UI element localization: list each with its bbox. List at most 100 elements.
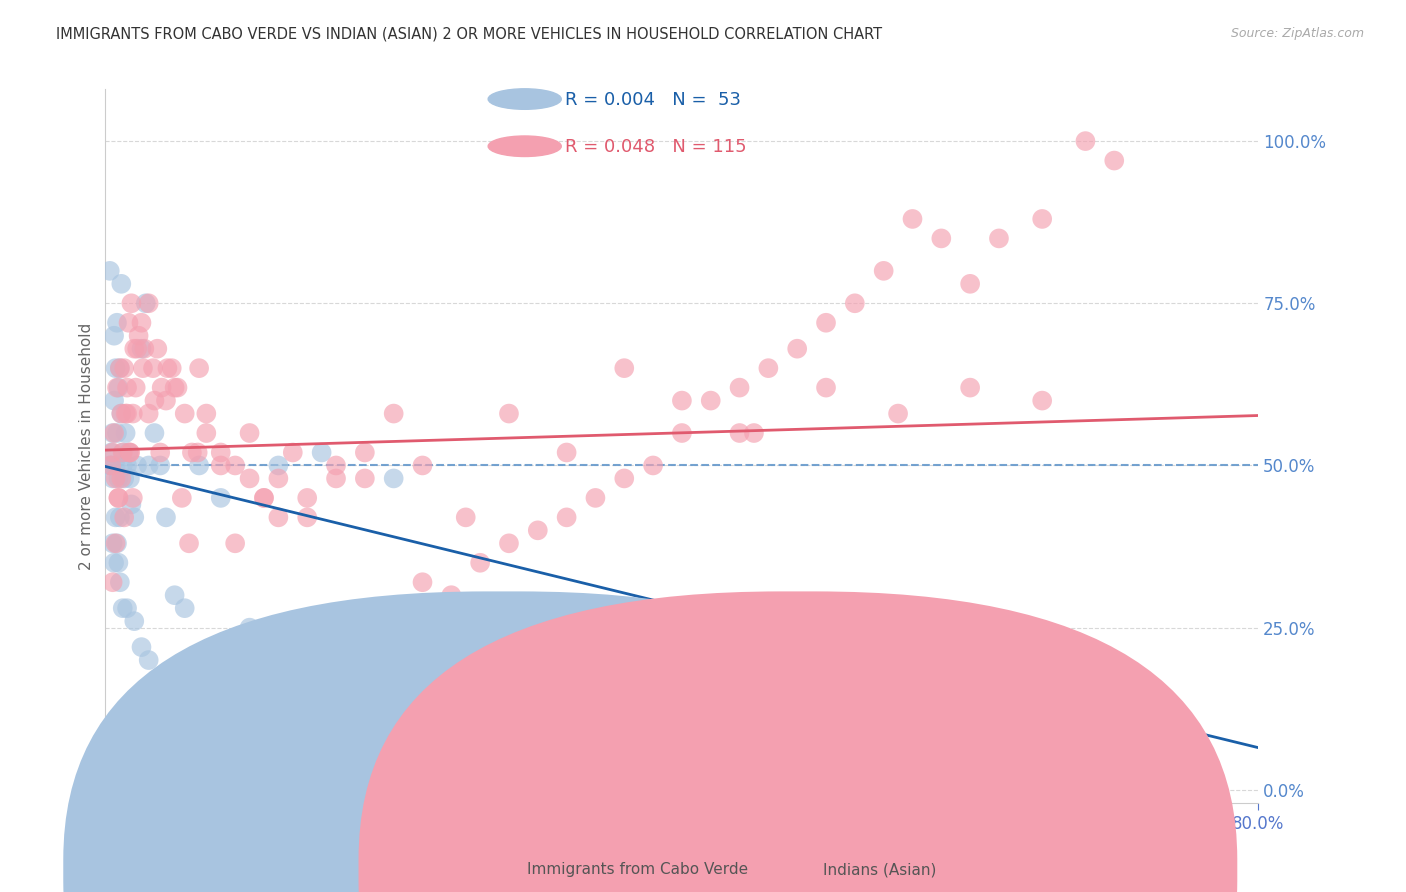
Point — [887, 407, 910, 421]
Point — [555, 510, 578, 524]
Point — [110, 471, 132, 485]
Point — [786, 342, 808, 356]
Point — [98, 458, 121, 473]
Point — [454, 640, 477, 654]
Point — [239, 471, 262, 485]
Point — [155, 393, 177, 408]
Point — [105, 536, 128, 550]
Point — [112, 361, 135, 376]
Point — [959, 277, 981, 291]
Point — [108, 510, 131, 524]
Point — [1031, 393, 1053, 408]
Point — [150, 381, 173, 395]
Point — [100, 458, 122, 473]
Point — [671, 653, 693, 667]
Point — [125, 381, 148, 395]
Point — [131, 316, 153, 330]
Point — [138, 458, 160, 473]
Point — [195, 407, 218, 421]
Point — [155, 510, 177, 524]
Point — [101, 471, 124, 485]
Point — [138, 653, 160, 667]
Point — [527, 524, 550, 538]
Point — [166, 381, 188, 395]
Point — [101, 445, 124, 459]
Point — [382, 471, 405, 485]
Point — [325, 458, 347, 473]
Point — [143, 393, 166, 408]
Point — [132, 361, 155, 376]
Point — [121, 491, 143, 505]
Point — [107, 491, 129, 505]
Point — [959, 718, 981, 732]
Point — [156, 361, 179, 376]
Point — [470, 556, 492, 570]
Point — [114, 425, 136, 440]
Point — [104, 471, 127, 485]
Point — [224, 536, 246, 550]
Point — [103, 556, 125, 570]
Point — [121, 407, 143, 421]
Point — [107, 556, 129, 570]
Point — [108, 361, 131, 376]
Point — [815, 381, 838, 395]
Point — [901, 211, 924, 226]
Point — [104, 510, 127, 524]
Point — [135, 296, 157, 310]
Point — [267, 510, 290, 524]
Point — [111, 445, 134, 459]
Point — [115, 381, 138, 395]
Point — [239, 425, 262, 440]
Point — [143, 425, 166, 440]
Point — [988, 231, 1011, 245]
Point — [107, 471, 129, 485]
Point — [107, 491, 129, 505]
Point — [728, 381, 751, 395]
Point — [224, 458, 246, 473]
Point — [110, 407, 132, 421]
Point — [117, 445, 139, 459]
Point — [613, 685, 636, 699]
Point — [188, 361, 211, 376]
Point — [127, 458, 149, 473]
Point — [108, 361, 131, 376]
Point — [112, 510, 135, 524]
Point — [239, 621, 262, 635]
Point — [98, 264, 121, 278]
Point — [959, 381, 981, 395]
Point — [160, 361, 183, 376]
Point — [815, 731, 838, 745]
Point — [101, 425, 124, 440]
Point — [498, 536, 520, 550]
Point — [281, 445, 304, 459]
Point — [138, 407, 160, 421]
Point — [149, 445, 172, 459]
Point — [253, 491, 276, 505]
Point — [115, 601, 138, 615]
Point — [120, 296, 142, 310]
Point — [209, 445, 232, 459]
Text: Indians (Asian): Indians (Asian) — [823, 863, 936, 877]
Point — [671, 425, 693, 440]
Point — [498, 621, 520, 635]
Point — [112, 471, 135, 485]
Point — [114, 407, 136, 421]
Point — [146, 342, 169, 356]
Point — [131, 342, 153, 356]
Point — [101, 536, 124, 550]
Text: IMMIGRANTS FROM CABO VERDE VS INDIAN (ASIAN) 2 OR MORE VEHICLES IN HOUSEHOLD COR: IMMIGRANTS FROM CABO VERDE VS INDIAN (AS… — [56, 27, 883, 42]
Point — [170, 491, 193, 505]
Point — [267, 471, 290, 485]
Point — [758, 361, 780, 376]
Point — [887, 705, 910, 719]
Point — [163, 381, 186, 395]
Point — [104, 536, 127, 550]
Point — [111, 445, 134, 459]
Circle shape — [488, 136, 561, 156]
Point — [173, 407, 195, 421]
Point — [555, 666, 578, 681]
Point — [209, 458, 232, 473]
Point — [325, 471, 347, 485]
Point — [195, 425, 218, 440]
Point — [742, 425, 765, 440]
